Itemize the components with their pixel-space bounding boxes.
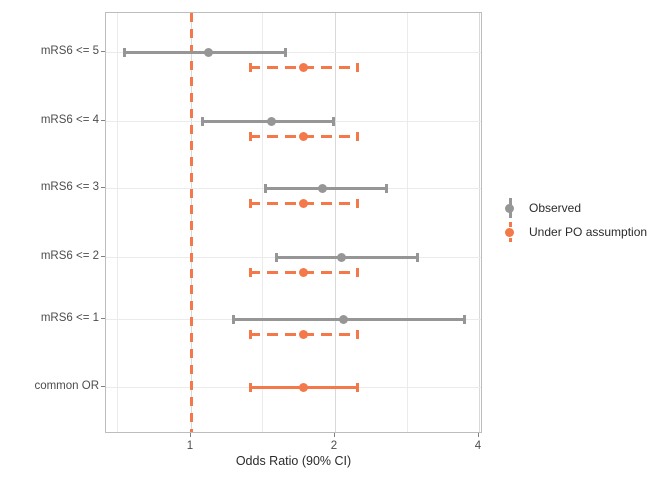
ci-upper-cap xyxy=(356,63,360,72)
x-gridline-minor xyxy=(116,13,118,432)
point-estimate-marker xyxy=(299,383,309,392)
ci-upper-cap xyxy=(356,199,360,208)
confidence-interval-line xyxy=(275,256,420,259)
ci-lower-cap xyxy=(248,330,252,339)
point-estimate-marker xyxy=(338,315,348,324)
point-estimate-marker xyxy=(299,199,309,208)
x-axis-title: Odds Ratio (90% CI) xyxy=(235,454,352,468)
ci-lower-cap xyxy=(248,199,252,208)
ci-lower-cap xyxy=(248,383,252,392)
y-tick-mark-4 xyxy=(101,318,105,319)
ci-upper-cap xyxy=(356,383,360,392)
ci-upper-cap xyxy=(416,253,420,262)
y-tick-label-4: mRS6 <= 1 xyxy=(40,312,99,324)
point-estimate-marker xyxy=(317,184,327,193)
x-gridline-major xyxy=(479,13,480,432)
point-estimate-marker xyxy=(204,48,214,57)
legend-label-1: Under PO assumption xyxy=(529,225,648,239)
legend-key-icon xyxy=(500,197,520,219)
ci-upper-cap xyxy=(356,268,360,277)
reference-line xyxy=(190,13,193,432)
ci-upper-cap xyxy=(356,330,360,339)
y-tick-mark-3 xyxy=(101,256,105,257)
legend-entry-1[interactable]: Under PO assumption xyxy=(500,220,647,244)
legend-entry-0[interactable]: Observed xyxy=(500,196,647,220)
ci-upper-cap xyxy=(356,132,360,141)
ci-lower-cap xyxy=(201,117,205,126)
legend-label-0: Observed xyxy=(529,201,582,215)
y-tick-label-1: mRS6 <= 4 xyxy=(40,114,99,126)
point-estimate-marker xyxy=(299,63,309,72)
x-gridline-minor xyxy=(262,13,264,432)
x-gridline-minor xyxy=(407,13,409,432)
ci-lower-cap xyxy=(248,132,252,141)
point-estimate-marker xyxy=(266,117,276,126)
ci-upper-cap xyxy=(332,117,335,126)
ci-upper-cap xyxy=(463,315,467,324)
point-estimate-marker xyxy=(299,330,309,339)
legend: Observed Under PO assumption xyxy=(500,196,647,244)
x-tick-mark-0 xyxy=(190,433,191,437)
y-tick-label-0: mRS6 <= 5 xyxy=(40,45,99,57)
confidence-interval-line xyxy=(232,318,467,321)
y-gridline xyxy=(106,52,481,53)
point-estimate-marker xyxy=(299,268,309,277)
ci-upper-cap xyxy=(284,48,288,57)
ci-upper-cap xyxy=(384,184,388,193)
y-tick-label-5: common OR xyxy=(34,380,99,392)
x-tick-mark-2 xyxy=(478,433,479,437)
y-tick-mark-0 xyxy=(101,51,105,52)
y-tick-mark-5 xyxy=(101,386,105,387)
x-tick-label-1: 2 xyxy=(330,440,338,452)
point-estimate-marker xyxy=(336,253,346,262)
x-tick-label-0: 1 xyxy=(186,440,194,452)
y-tick-label-3: mRS6 <= 2 xyxy=(40,250,99,262)
legend-key-icon xyxy=(500,221,520,243)
y-tick-label-2: mRS6 <= 3 xyxy=(40,181,99,193)
ci-lower-cap xyxy=(275,253,279,262)
ci-lower-cap xyxy=(232,315,236,324)
plot-panel xyxy=(105,12,482,433)
x-gridline-major xyxy=(335,13,336,432)
y-tick-mark-2 xyxy=(101,187,105,188)
ci-lower-cap xyxy=(248,268,252,277)
ci-lower-cap xyxy=(263,184,267,193)
x-tick-mark-1 xyxy=(334,433,335,437)
y-tick-mark-1 xyxy=(101,120,105,121)
ci-lower-cap xyxy=(248,63,252,72)
ci-lower-cap xyxy=(122,48,126,57)
x-tick-label-2: 4 xyxy=(474,440,482,452)
point-estimate-marker xyxy=(299,132,309,141)
